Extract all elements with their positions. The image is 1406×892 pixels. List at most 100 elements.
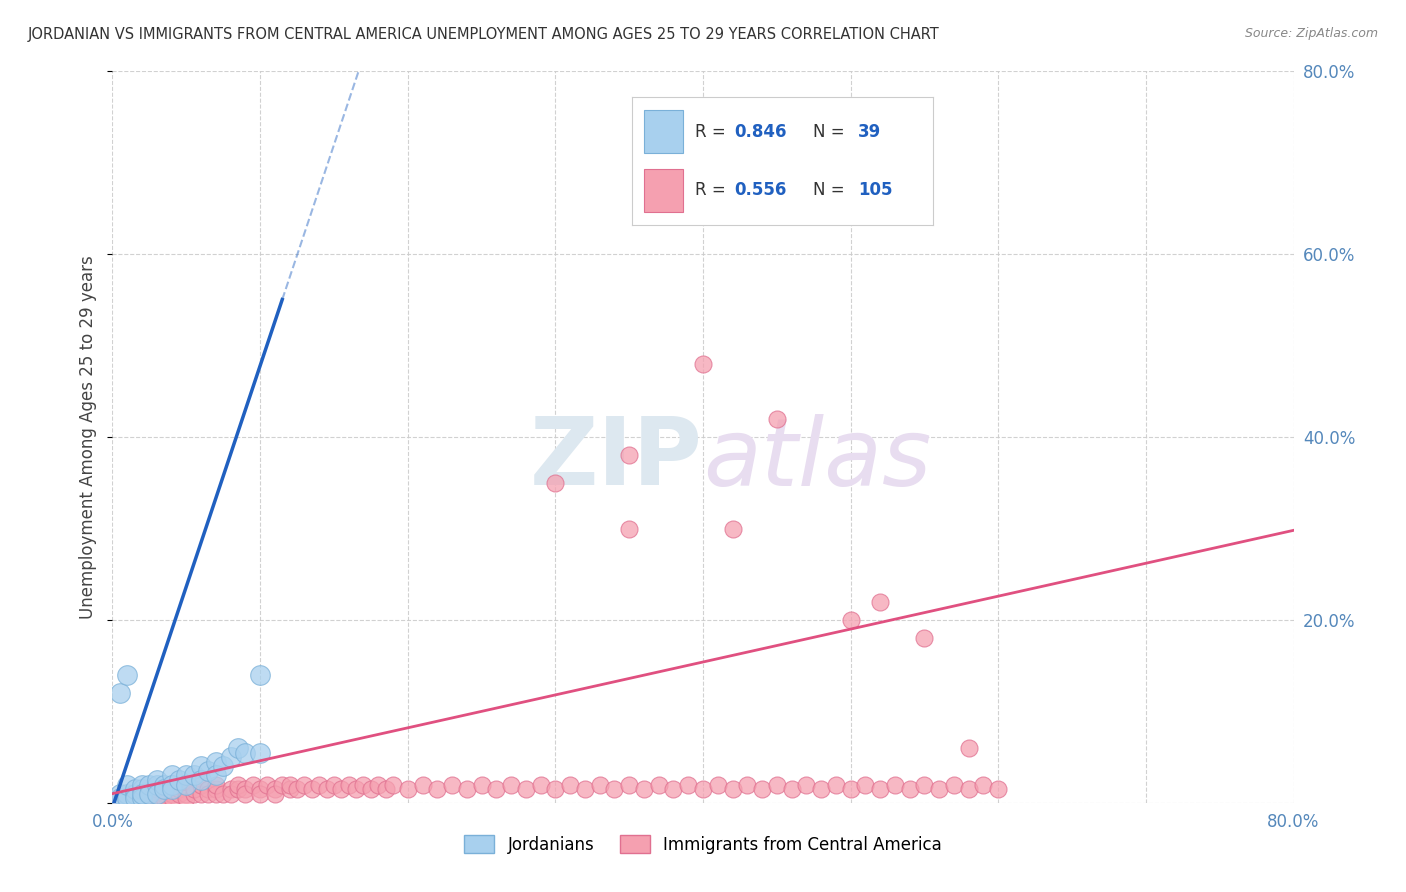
Point (146, 778, 169, 792)
Point (131, 787, 153, 801)
Point (301, 782, 323, 797)
Y-axis label: Unemployment Among Ages 25 to 29 years: Unemployment Among Ages 25 to 29 years (79, 255, 97, 619)
Point (942, 778, 965, 792)
Point (292, 778, 315, 792)
Point (957, 740, 980, 755)
Point (174, 768, 197, 782)
Point (278, 778, 301, 792)
Point (619, 448, 641, 462)
Point (411, 778, 433, 792)
Point (810, 782, 832, 797)
Point (501, 778, 523, 792)
Point (264, 782, 287, 797)
Point (174, 787, 197, 801)
Point (855, 778, 877, 792)
Point (344, 782, 367, 797)
Point (131, 787, 153, 801)
Point (278, 782, 301, 797)
Point (869, 594, 891, 608)
Point (190, 787, 212, 801)
Point (219, 750, 242, 764)
Point (285, 782, 308, 797)
Point (131, 778, 153, 792)
Point (124, 791, 146, 805)
Point (146, 787, 169, 801)
Point (352, 778, 374, 792)
Point (249, 746, 271, 760)
Point (692, 357, 714, 371)
Point (839, 613, 862, 627)
Point (928, 782, 950, 797)
Point (330, 782, 353, 797)
Point (839, 782, 862, 797)
Point (957, 782, 980, 797)
Point (485, 782, 508, 797)
Point (190, 778, 212, 792)
Point (212, 787, 235, 801)
Point (183, 787, 205, 801)
Point (796, 778, 818, 792)
Point (131, 782, 153, 797)
Point (226, 782, 249, 797)
Point (374, 782, 396, 797)
Point (146, 787, 169, 801)
Point (124, 787, 146, 801)
Point (117, 667, 138, 681)
Point (153, 787, 176, 801)
Point (226, 778, 249, 792)
Point (256, 778, 278, 792)
Point (633, 782, 655, 797)
Point (914, 778, 936, 792)
Point (544, 782, 567, 797)
Point (367, 778, 389, 792)
Point (382, 778, 405, 792)
Point (308, 778, 330, 792)
Point (160, 782, 183, 797)
Point (153, 778, 176, 792)
Point (190, 759, 212, 773)
Legend: Jordanians, Immigrants from Central America: Jordanians, Immigrants from Central Amer… (458, 829, 948, 860)
Point (117, 778, 138, 792)
Point (692, 782, 714, 797)
Point (441, 778, 464, 792)
Point (183, 782, 205, 797)
Point (131, 791, 153, 805)
Point (124, 782, 146, 797)
Point (337, 778, 360, 792)
Point (751, 782, 773, 797)
Point (737, 778, 759, 792)
Point (174, 778, 197, 792)
Point (153, 782, 176, 797)
Point (233, 787, 256, 801)
Point (973, 778, 995, 792)
Point (574, 782, 596, 797)
Point (167, 787, 190, 801)
Point (529, 778, 551, 792)
Point (249, 782, 271, 797)
Point (780, 782, 803, 797)
Point (205, 782, 228, 797)
Point (619, 521, 641, 535)
Point (249, 787, 271, 801)
Point (323, 778, 346, 792)
Point (426, 782, 449, 797)
Point (662, 782, 685, 797)
Point (205, 755, 228, 769)
Point (146, 782, 169, 797)
Point (138, 787, 160, 801)
Point (197, 782, 219, 797)
Point (824, 778, 846, 792)
Point (233, 782, 256, 797)
Point (117, 791, 138, 805)
Point (219, 782, 242, 797)
Point (108, 686, 131, 700)
Point (226, 740, 249, 755)
Point (212, 759, 235, 773)
Point (678, 778, 700, 792)
Text: JORDANIAN VS IMMIGRANTS FROM CENTRAL AMERICA UNEMPLOYMENT AMONG AGES 25 TO 29 YE: JORDANIAN VS IMMIGRANTS FROM CENTRAL AME… (28, 27, 939, 42)
Point (108, 791, 131, 805)
Point (117, 787, 138, 801)
Point (160, 787, 183, 801)
Point (603, 782, 626, 797)
Point (117, 791, 138, 805)
